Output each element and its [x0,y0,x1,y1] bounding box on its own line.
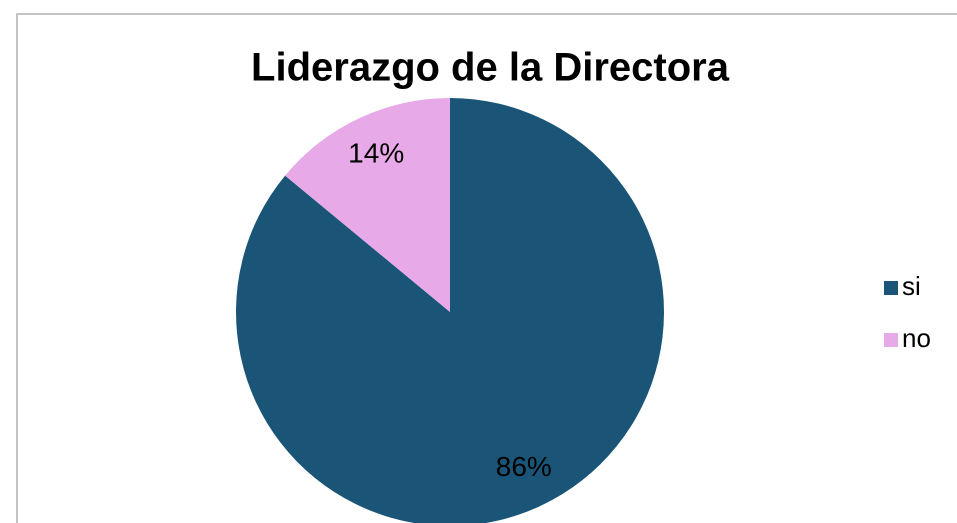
data-label: 14% [348,138,404,169]
pie-slice [285,98,450,312]
legend-swatch [884,333,898,347]
legend-swatch [884,281,898,295]
data-label: 86% [496,451,552,482]
chart-title: Liderazgo de la Directora [251,46,730,90]
pie-slice [236,98,664,523]
legend-label: si [902,271,921,301]
legend-label: no [902,323,931,353]
